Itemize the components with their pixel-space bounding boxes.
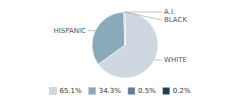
legend-swatch	[163, 88, 170, 95]
slice-label: A.I.	[164, 8, 175, 16]
pie-slice	[92, 12, 125, 64]
pie-slice	[124, 12, 125, 45]
legend-swatch	[49, 88, 56, 95]
legend-swatch	[89, 88, 96, 95]
slice-label: HISPANIC	[53, 27, 86, 35]
legend-swatch	[128, 88, 135, 95]
chart: HISPANIC A.I.BLACK WHITE 65.1% 34.3% 0.5% 0.2%	[0, 0, 240, 100]
leader-line	[125, 12, 162, 13]
legend: 65.1% 34.3% 0.5% 0.2%	[49, 87, 190, 95]
pie-slice	[124, 12, 125, 45]
legend-label: 34.3%	[99, 87, 122, 95]
legend-label: 0.2%	[173, 87, 191, 95]
slice-label: WHITE	[164, 56, 187, 64]
legend-label: 65.1%	[59, 87, 82, 95]
slice-label: BLACK	[164, 16, 187, 24]
leader-line	[88, 30, 95, 31]
leader-line	[154, 60, 162, 61]
legend-label: 0.5%	[138, 87, 156, 95]
pie	[92, 12, 158, 78]
leader-line	[124, 12, 162, 20]
